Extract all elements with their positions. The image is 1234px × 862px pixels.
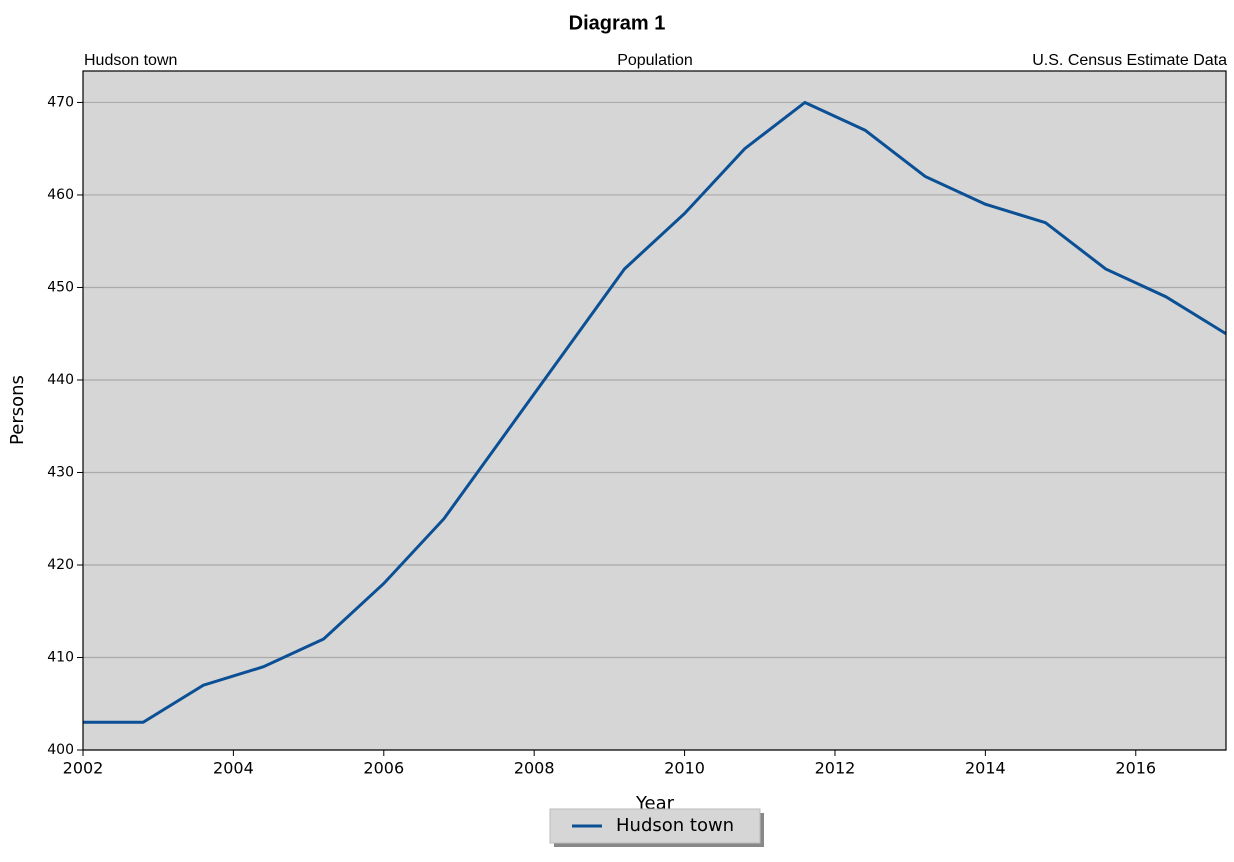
y-tick-label: 460	[47, 187, 74, 203]
subtitle-left: Hudson town	[84, 52, 177, 69]
y-tick-label: 450	[47, 279, 74, 295]
y-tick-label: 470	[47, 94, 74, 110]
y-tick-label: 430	[47, 464, 74, 480]
x-tick-label: 2002	[63, 759, 104, 778]
x-tick-label: 2004	[213, 759, 254, 778]
y-tick-label: 440	[47, 372, 74, 388]
data-line	[83, 100, 1227, 724]
y-axis-label: Persons	[7, 375, 28, 445]
plot-area	[83, 71, 1226, 750]
chart-title: Diagram 1	[569, 12, 666, 34]
plot-frame	[82, 70, 1227, 751]
y-tick-label: 400	[47, 742, 74, 758]
x-tick-label: 2006	[363, 759, 404, 778]
x-tick-label: 2016	[1115, 759, 1156, 778]
x-tick-label: 2012	[815, 759, 856, 778]
x-tick-label: 2008	[514, 759, 555, 778]
x-tick-label: 2014	[965, 759, 1006, 778]
legend-label: Hudson town	[616, 815, 734, 836]
y-tick-label: 420	[47, 557, 74, 573]
subtitle-center: Population	[617, 52, 693, 69]
subtitle-right: U.S. Census Estimate Data	[1032, 52, 1227, 69]
x-tick-label: 2010	[664, 759, 705, 778]
y-tick-label: 410	[47, 649, 74, 665]
